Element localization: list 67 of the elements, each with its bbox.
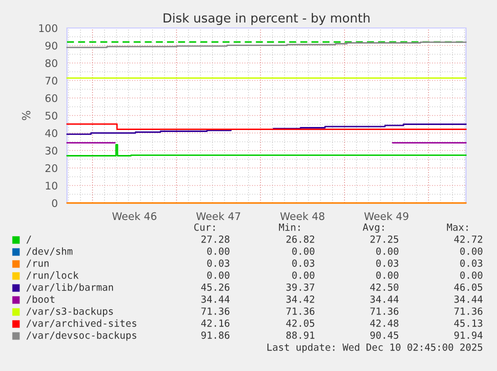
text: 42.50 <box>370 283 398 291</box>
legend-label: /var/archived-sites <box>26 319 136 328</box>
text: 0.03 <box>460 259 482 267</box>
text: Last update: Wed Dec 10 02:45:00 2025 <box>267 343 482 353</box>
text: 27.25 <box>370 235 398 243</box>
x-tick-label: Week 49 <box>364 212 408 220</box>
legend-label: /dev/shm <box>26 247 72 256</box>
text: 45.26 <box>201 283 230 291</box>
y-axis-title: % <box>22 110 30 120</box>
legend-label: /var/s3-backups <box>26 307 113 317</box>
text: 45.13 <box>454 319 482 327</box>
text: Cur: <box>194 223 215 231</box>
x-tick-label: Week 47 <box>196 212 240 220</box>
text: 39.37 <box>286 283 314 291</box>
text: Max: <box>446 224 468 231</box>
text: 91.94 <box>454 331 483 339</box>
y-tick-label: 30 <box>46 146 58 155</box>
text: Min: <box>278 223 300 231</box>
legend-label: /boot <box>26 295 54 304</box>
text: 0.00 <box>460 247 482 255</box>
legend-label: / <box>26 236 32 244</box>
y-tick-label: 100 <box>39 24 58 32</box>
legend-label: /run/lock <box>26 271 79 280</box>
text: 0.00 <box>460 271 482 279</box>
y-tick-label: 60 <box>45 94 58 102</box>
text: 0.00 <box>292 271 314 279</box>
legend-label: /var/devsoc-backups <box>26 331 136 341</box>
y-tick-label: 40 <box>45 129 58 138</box>
text: 0.03 <box>376 259 398 267</box>
text: 71.36 <box>286 307 314 315</box>
text: 42.72 <box>454 235 482 243</box>
text: 42.05 <box>286 319 314 327</box>
text: 71.36 <box>454 307 482 315</box>
y-tick-label: 70 <box>46 76 58 85</box>
y-tick-label: 90 <box>45 42 58 50</box>
y-tick-label: 80 <box>45 59 58 68</box>
text: 71.36 <box>201 307 230 315</box>
y-tick-label: 10 <box>46 182 58 190</box>
text: 0.00 <box>376 247 398 255</box>
text: 42.48 <box>370 319 398 327</box>
legend-label: /var/lib/barman <box>26 283 113 292</box>
text: 0.00 <box>376 271 398 279</box>
text: 27.28 <box>201 235 230 243</box>
text: 91.86 <box>201 331 230 339</box>
text: 42.16 <box>201 319 230 327</box>
text: 34.42 <box>286 295 314 303</box>
text: 0.00 <box>207 271 230 279</box>
text: 0.00 <box>292 247 314 255</box>
x-tick-label: Week 48 <box>280 212 324 220</box>
y-tick-label: 50 <box>46 112 58 120</box>
text: 46.05 <box>454 283 482 291</box>
y-tick-label: 0 <box>52 199 58 208</box>
legend-label: /run <box>26 260 49 268</box>
text: 34.44 <box>201 295 230 303</box>
text: 0.03 <box>292 259 314 267</box>
y-tick-label: 20 <box>45 164 58 172</box>
text: 34.44 <box>370 295 399 303</box>
text: 26.82 <box>286 235 314 243</box>
text: Avg: <box>362 224 384 233</box>
text: 0.03 <box>207 259 230 267</box>
chart-title: Disk usage in percent - by month <box>164 12 370 26</box>
text: 34.44 <box>454 295 483 303</box>
text: 0.00 <box>207 247 230 255</box>
x-tick-label: Week 46 <box>112 212 156 220</box>
text: 71.36 <box>370 307 398 315</box>
text: 88.91 <box>286 331 314 339</box>
text: 90.45 <box>370 331 398 339</box>
